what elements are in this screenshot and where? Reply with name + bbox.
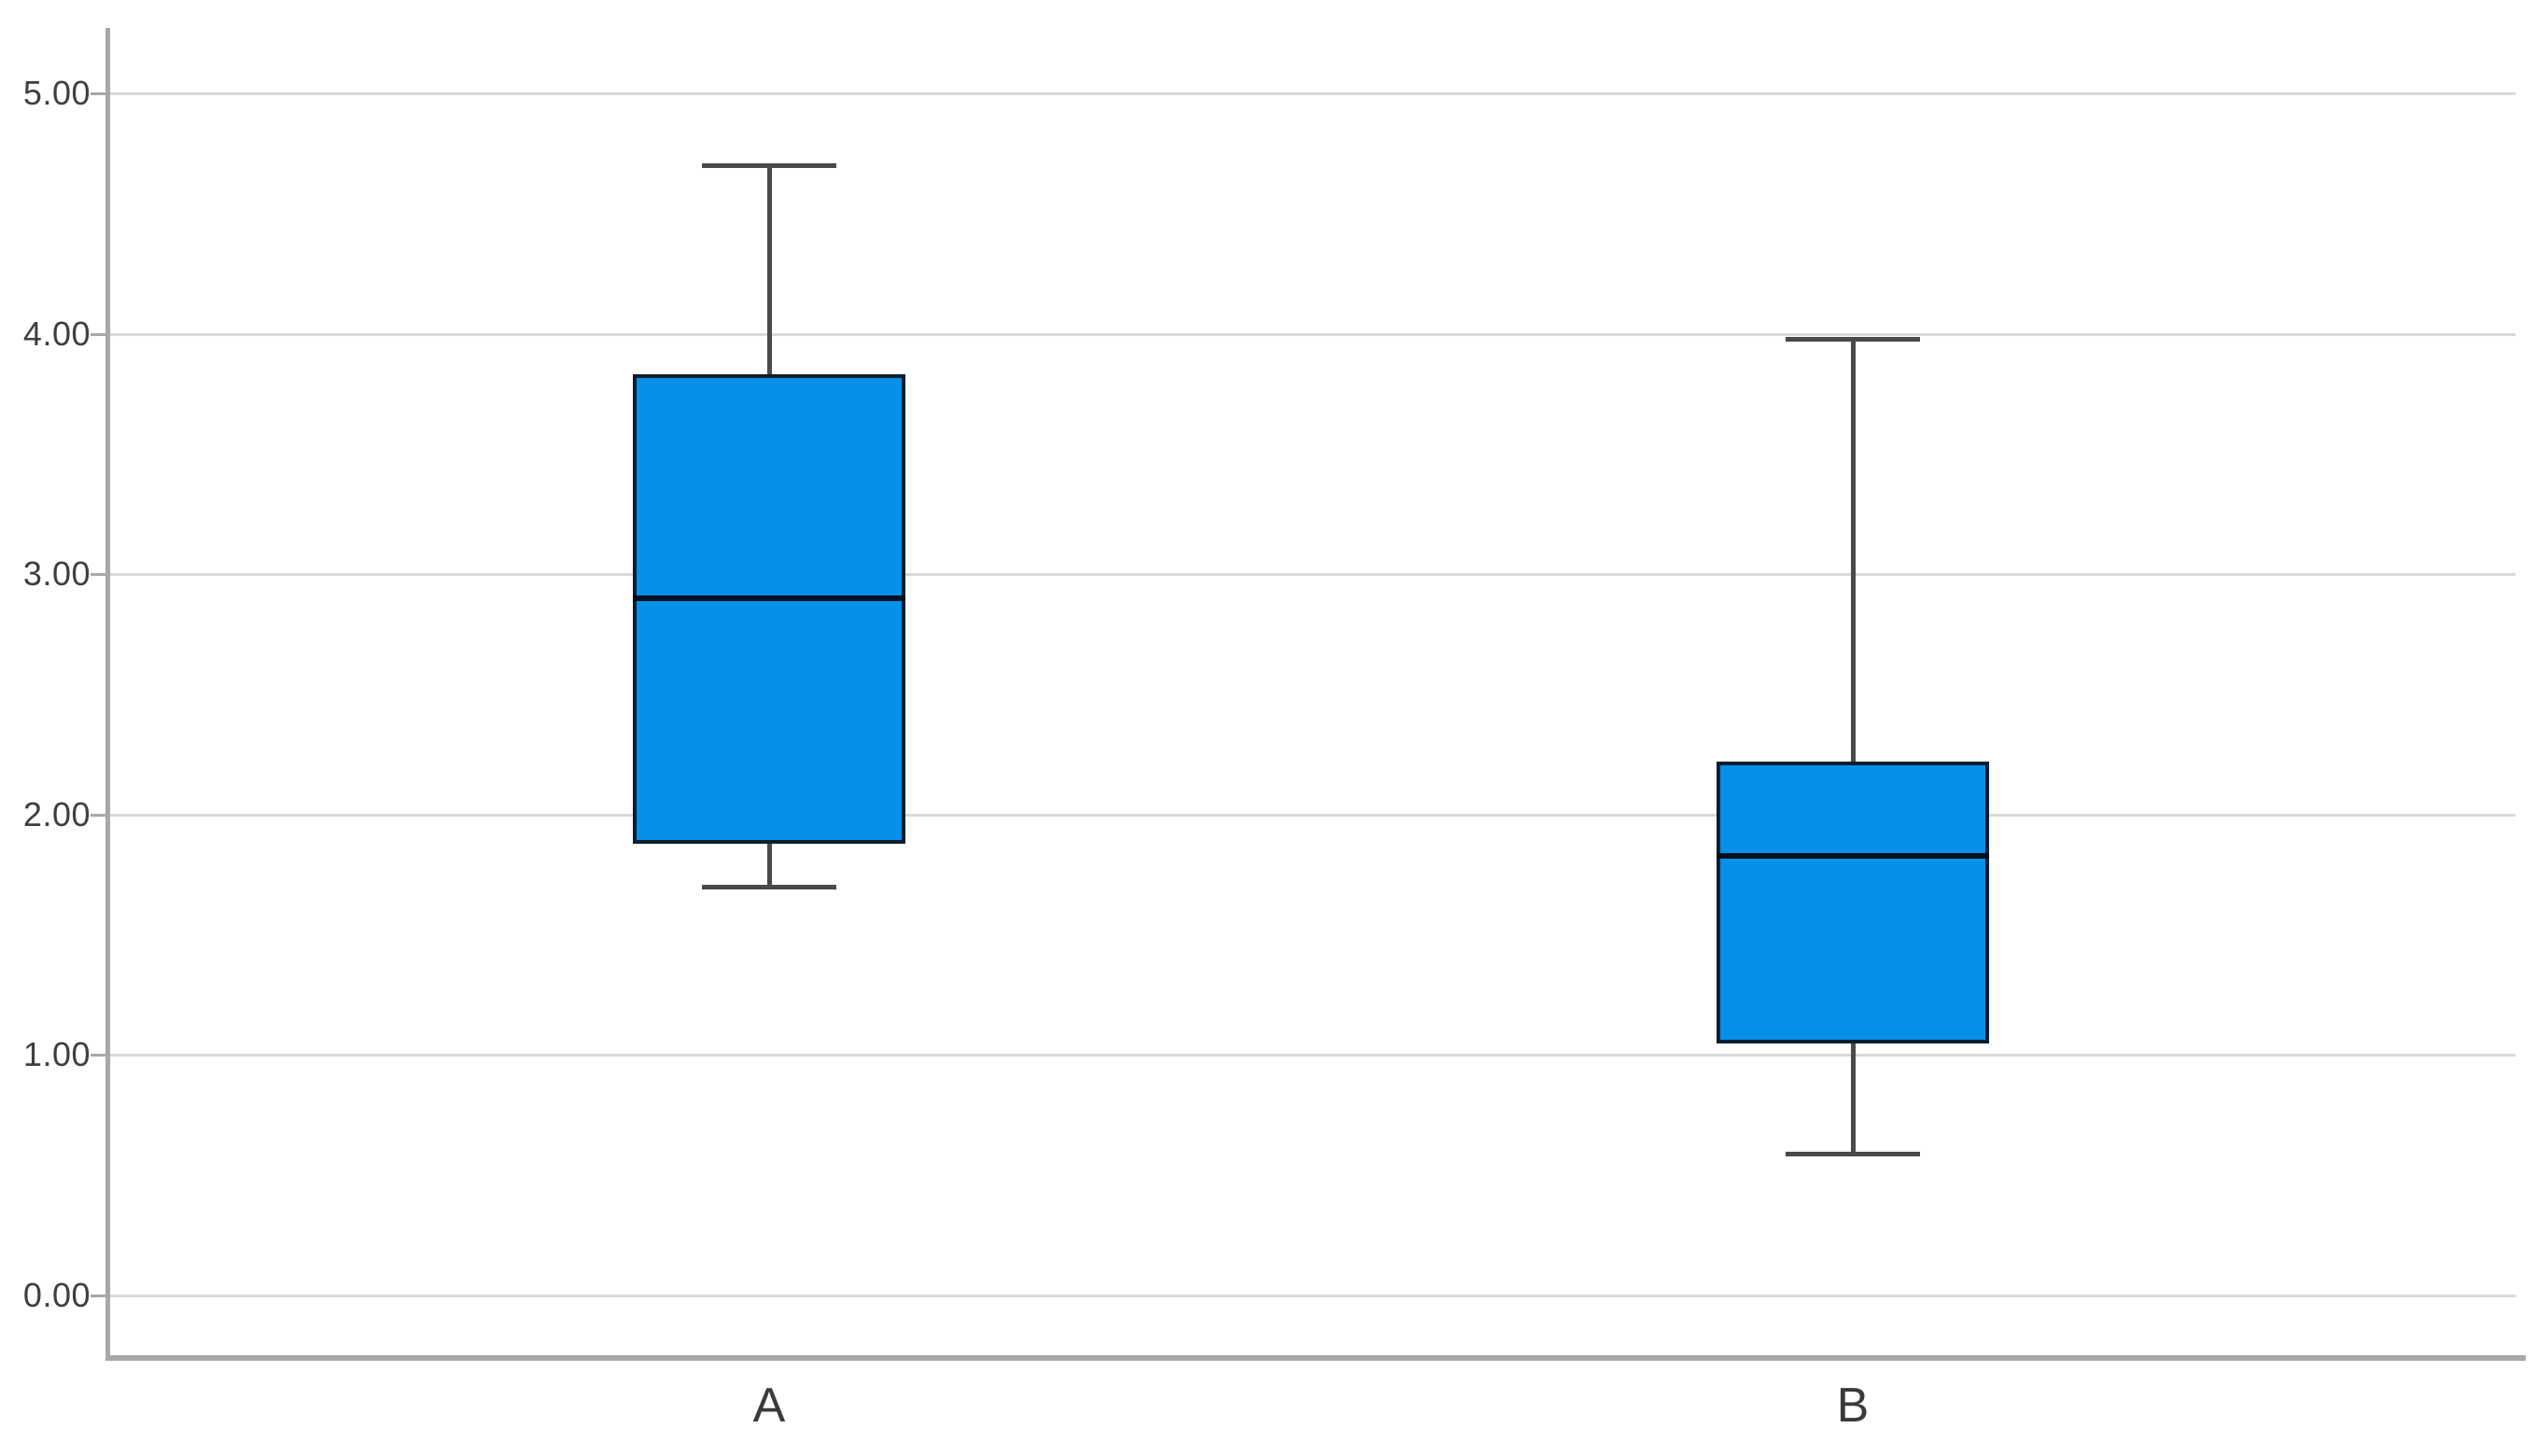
y-tick-label: 0.00 [22,1276,91,1314]
gridline [105,333,2516,336]
gridline [105,814,2516,817]
gridline [105,1295,2516,1297]
x-axis-line [105,1355,2526,1361]
upper-whisker-line-b [1851,339,1856,762]
y-axis-tick [91,1054,105,1057]
x-category-label-b: B [1836,1379,1870,1433]
x-category-label-a: A [752,1379,786,1433]
upper-whisker-line-a [767,165,772,374]
y-axis-line [105,28,110,1361]
lower-whisker-cap-b [1786,1152,1920,1156]
upper-whisker-cap-a [702,163,836,168]
y-tick-label: 4.00 [22,315,91,353]
median-line-b [1717,853,1989,859]
y-tick-label: 2.00 [22,795,91,833]
lower-whisker-cap-a [702,885,836,889]
y-tick-label: 1.00 [22,1035,91,1073]
box-b [1717,762,1989,1043]
lower-whisker-line-b [1851,1043,1856,1154]
lower-whisker-line-a [767,844,772,887]
y-tick-label: 3.00 [22,554,91,593]
gridline [105,573,2516,576]
gridline [105,1054,2516,1057]
y-axis-tick [91,573,105,576]
gridline [105,92,2516,95]
y-axis-tick [91,92,105,95]
box-a [633,374,905,844]
upper-whisker-cap-b [1786,337,1920,342]
y-axis-tick [91,1295,105,1297]
y-tick-label: 5.00 [22,74,91,112]
median-line-a [633,595,905,601]
y-axis-tick [91,814,105,817]
y-axis-tick [91,333,105,336]
